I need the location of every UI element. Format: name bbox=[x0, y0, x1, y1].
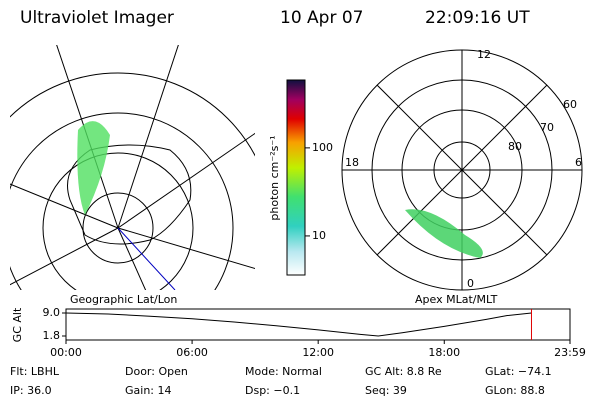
lat-label: 70 bbox=[540, 121, 554, 134]
title: Ultraviolet Imager bbox=[20, 8, 174, 28]
status-field: Door: Open bbox=[125, 365, 188, 378]
status-field: Flt: LBHL bbox=[10, 365, 60, 378]
mlt-label: 6 bbox=[575, 156, 582, 169]
y-tick-label: 9.0 bbox=[43, 306, 61, 319]
status-field: Dsp: −0.1 bbox=[245, 384, 300, 397]
status-field: Seq: 39 bbox=[365, 384, 407, 397]
x-tick-label: 06:00 bbox=[176, 346, 208, 359]
x-tick-label: 00:00 bbox=[50, 346, 82, 359]
geo-map bbox=[10, 45, 255, 290]
status-field: GLon: 88.8 bbox=[485, 384, 545, 397]
status-field: GC Alt: 8.8 Re bbox=[365, 365, 442, 378]
mlt-label: 0 bbox=[467, 277, 474, 290]
colorbar-label: photon cm⁻²s⁻¹ bbox=[268, 135, 281, 220]
geo-label: Geographic Lat/Lon bbox=[70, 293, 177, 306]
polar-label: Apex MLat/MLT bbox=[415, 293, 498, 306]
lat-label: 60 bbox=[563, 98, 577, 111]
colorbar bbox=[286, 79, 306, 276]
alt-ylabel: GC Alt bbox=[11, 307, 24, 342]
status-field: Mode: Normal bbox=[245, 365, 322, 378]
x-tick-label: 18:00 bbox=[428, 346, 460, 359]
alt-plot-frame bbox=[65, 308, 571, 341]
altitude-line bbox=[65, 312, 532, 337]
mlt-label: 18 bbox=[345, 156, 359, 169]
polar-map bbox=[341, 49, 583, 291]
mlt-label: 12 bbox=[477, 48, 491, 61]
status-field: IP: 36.0 bbox=[10, 384, 52, 397]
lat-label: 80 bbox=[508, 140, 522, 153]
time: 22:09:16 UT bbox=[425, 8, 530, 28]
y-tick-label: 1.8 bbox=[43, 329, 61, 342]
status-field: GLat: −74.1 bbox=[485, 365, 552, 378]
date: 10 Apr 07 bbox=[280, 8, 363, 28]
colorbar-tick-label: 10 bbox=[312, 229, 326, 242]
x-tick-label: 23:59 bbox=[554, 346, 586, 359]
status-field: Gain: 14 bbox=[125, 384, 172, 397]
x-tick-label: 12:00 bbox=[302, 346, 334, 359]
colorbar-tick-label: 100 bbox=[312, 141, 333, 154]
